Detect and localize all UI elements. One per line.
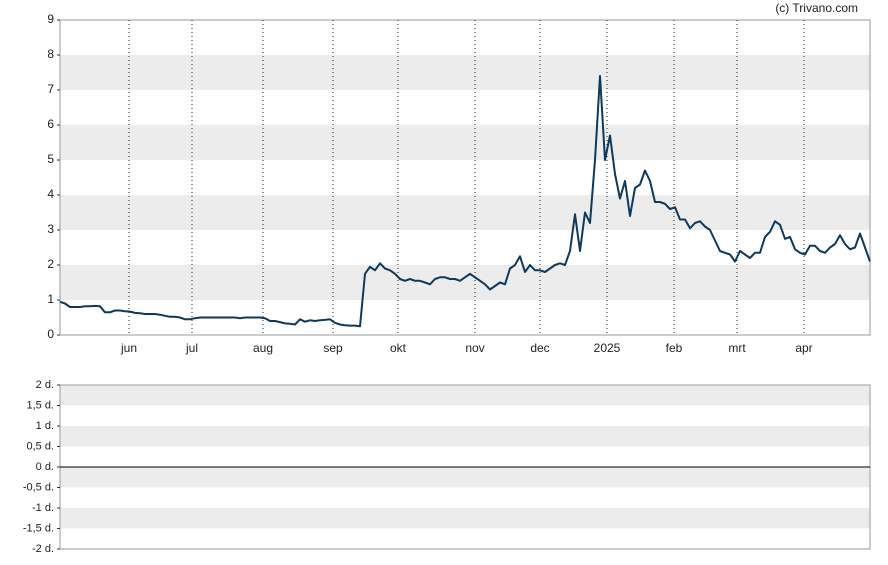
y-tick-label: 1,5 d.	[26, 399, 54, 411]
x-tick-label: okt	[390, 341, 407, 355]
grid-band	[60, 265, 870, 300]
source: (c) Trivano.com	[775, 1, 858, 15]
grid-band	[60, 125, 870, 160]
x-tick-label: mrt	[728, 341, 746, 355]
y-tick-label: 2 d.	[36, 379, 54, 391]
x-tick-label: jul	[185, 341, 198, 355]
grid-band	[60, 385, 870, 406]
y-tick-label: -2 d.	[32, 543, 54, 555]
y-tick-label: 4	[47, 187, 54, 201]
x-tick-label: feb	[666, 341, 683, 355]
y-tick-label: 9	[47, 12, 54, 26]
x-tick-label: sep	[323, 341, 343, 355]
y-tick-label: 1	[47, 292, 54, 306]
y-tick-label: -1,5 d.	[23, 522, 54, 534]
grid-band	[60, 195, 870, 230]
y-tick-label: 0	[47, 327, 54, 341]
x-tick-label: 2025	[594, 341, 621, 355]
grid-band	[60, 467, 870, 488]
y-tick-label: 0,5 d.	[26, 440, 54, 452]
y-tick-label: 1 d.	[36, 420, 54, 432]
y-tick-label: 0 d.	[36, 461, 54, 473]
y-tick-label: -1 d.	[32, 502, 54, 514]
grid-band	[60, 55, 870, 90]
y-tick-label: 6	[47, 117, 54, 131]
y-tick-label: -0,5 d.	[23, 481, 54, 493]
x-tick-label: apr	[795, 341, 812, 355]
x-tick-label: jun	[120, 341, 137, 355]
y-tick-label: 8	[47, 47, 54, 61]
x-tick-label: dec	[530, 341, 549, 355]
grid-band	[60, 426, 870, 447]
x-tick-label: nov	[465, 341, 484, 355]
x-tick-label: aug	[253, 341, 273, 355]
y-tick-label: 5	[47, 152, 54, 166]
plot-frame	[59, 19, 871, 336]
y-tick-label: 2	[47, 257, 54, 271]
y-tick-label: 7	[47, 82, 54, 96]
price-line	[59, 75, 871, 328]
y-tick-label: 3	[47, 222, 54, 236]
grid-band	[60, 508, 870, 529]
